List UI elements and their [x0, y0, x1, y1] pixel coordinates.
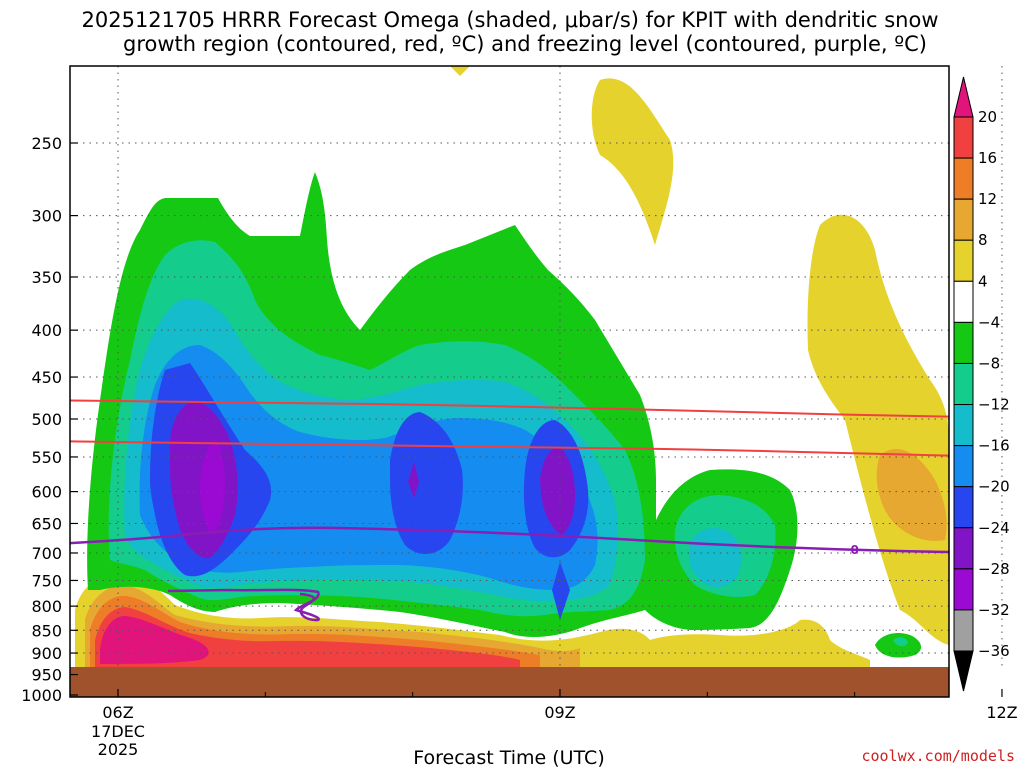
colorbar-band--28	[953, 568, 974, 611]
grid-lines	[70, 66, 1003, 676]
omega-region-ascent-24-east	[540, 447, 575, 535]
colorbar: 20 16 12 8 4 −4 −8 −12 −16 −20 −24 −28 −32 −36	[953, 76, 1010, 692]
x-axis-title: Forecast Time (UTC)	[413, 747, 604, 768]
omega-region-descent-20-low	[100, 616, 209, 664]
x-tick-date: 17DEC	[91, 722, 145, 741]
omega-region-ascent-20-mid	[390, 412, 463, 555]
colorbar-label-12: 12	[978, 190, 997, 208]
colorbar-band--8	[953, 362, 974, 406]
colorbar-band--4	[953, 321, 974, 364]
x-tick-label-12Z: 12Z	[986, 703, 1017, 722]
colorbar-band-12	[953, 198, 974, 241]
colorbar-label--8: −8	[978, 354, 1000, 372]
y-axis: 250 300 350 400 450 500 550 600 650 700 750 800 850 9…	[21, 134, 78, 705]
colorbar-band--12	[953, 404, 974, 447]
y-tick-label-250: 250	[31, 134, 62, 153]
colorbar-label--20: −20	[978, 478, 1010, 496]
colorbar-band-8	[953, 239, 974, 282]
colorbar-band-16	[953, 157, 974, 200]
y-tick-label-400: 400	[31, 321, 62, 340]
contour-dgz-minus18	[70, 399, 949, 418]
y-tick-label-550: 550	[31, 448, 62, 467]
colorbar-label-8: 8	[978, 231, 988, 249]
omega-region-descent-4-ne	[591, 78, 674, 246]
y-tick-label-650: 650	[31, 514, 62, 533]
omega-region-ascent-28-west	[200, 440, 225, 535]
colorbar-label-16: 16	[978, 149, 997, 167]
y-tick-label-700: 700	[31, 544, 62, 563]
y-tick-label-850: 850	[31, 621, 62, 640]
omega-region-ascent-24-mid	[408, 462, 419, 498]
omega-region-descent-4-east	[807, 214, 949, 645]
colorbar-band-4	[953, 280, 974, 323]
y-tick-label-350: 350	[31, 268, 62, 287]
x-tick-label-09Z: 09Z	[544, 703, 575, 722]
plot-border	[69, 65, 950, 698]
contour-freezing-level-0	[70, 526, 949, 554]
colorbar-label--36: −36	[978, 642, 1010, 660]
credit-text: coolwx.com/models	[861, 747, 1015, 765]
y-tick-label-450: 450	[31, 368, 62, 387]
x-axis: 06Z17DEC202509Z12Z15Z18Z21Z	[91, 689, 1018, 759]
y-tick-label-950: 950	[31, 666, 62, 685]
y-tick-label-750: 750	[31, 571, 62, 590]
y-tick-label-600: 600	[31, 483, 62, 502]
contour-label-freezing-level-0: 0	[850, 543, 858, 557]
colorbar-top-arrow	[953, 76, 974, 118]
chart-title-line2: growth region (contoured, red, ºC) and f…	[123, 32, 927, 56]
colorbar-band--24	[953, 527, 974, 570]
colorbar-band-20	[953, 116, 974, 159]
x-tick-label-06Z: 06Z	[102, 703, 133, 722]
omega-region-descent-8-east	[876, 449, 947, 541]
colorbar-label--12: −12	[978, 396, 1010, 414]
colorbar-label--32: −32	[978, 601, 1010, 619]
colorbar-label--4: −4	[978, 313, 1000, 331]
chart-title-line1: 2025121705 HRRR Forecast Omega (shaded, …	[82, 8, 939, 32]
omega-region-ascent-8-tiny	[893, 637, 908, 647]
contour-dgz-minus12	[70, 440, 949, 457]
y-tick-label-900: 900	[31, 644, 62, 663]
colorbar-label--24: −24	[978, 519, 1010, 537]
colorbar-label--16: −16	[978, 437, 1010, 455]
colorbar-label-4: 4	[978, 272, 988, 290]
colorbar-band--20	[953, 486, 974, 529]
contours: -18-120	[70, 399, 949, 557]
colorbar-bottom-arrow	[953, 650, 974, 692]
omega-region-ascent-20-east-low	[552, 562, 570, 620]
y-tick-label-800: 800	[31, 597, 62, 616]
omega-region-descent-4-top	[450, 66, 470, 76]
y-tick-label-1000: 1000	[21, 686, 62, 705]
colorbar-label-20: 20	[978, 108, 997, 126]
freezing-level-loop	[167, 588, 321, 622]
ground-band	[70, 667, 949, 697]
y-tick-label-500: 500	[31, 410, 62, 429]
colorbar-label--28: −28	[978, 560, 1010, 578]
colorbar-band--32	[953, 609, 974, 652]
colorbar-band--16	[953, 445, 974, 488]
y-tick-label-300: 300	[31, 207, 62, 226]
x-tick-year: 2025	[98, 740, 139, 759]
